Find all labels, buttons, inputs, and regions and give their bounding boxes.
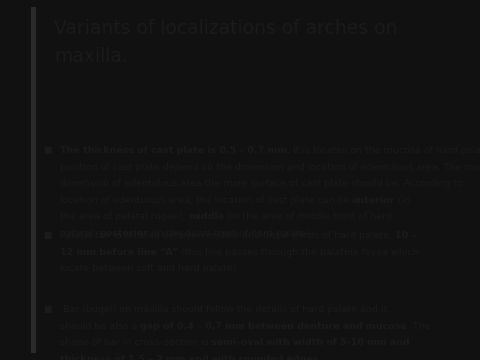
Text: location of edentulous area, the location of cast plate can be: location of edentulous area, the locatio… bbox=[60, 196, 352, 205]
Text: 10 –: 10 – bbox=[395, 231, 416, 240]
Text: palate),: palate), bbox=[60, 229, 99, 238]
Text: (this line passes through the palatine fovea which: (this line passes through the palatine f… bbox=[178, 248, 419, 257]
Text: The thickness of cast plate is 0,5 – 0,7 mm.: The thickness of cast plate is 0,5 – 0,7… bbox=[60, 146, 290, 155]
Text: semi–oval with width of 5-10 mm and: semi–oval with width of 5-10 mm and bbox=[211, 338, 410, 347]
Text: Variants of localizations of arches on: Variants of localizations of arches on bbox=[54, 19, 397, 38]
Text: ■: ■ bbox=[43, 231, 51, 240]
Text: (in the area of middle third of hard: (in the area of middle third of hard bbox=[224, 212, 392, 221]
Text: gap of 0,4 – 0,7 mm between denture and mucosa: gap of 0,4 – 0,7 mm between denture and … bbox=[140, 322, 407, 331]
Text: the area of palatal rugae),: the area of palatal rugae), bbox=[60, 212, 188, 221]
Text: ■: ■ bbox=[43, 146, 51, 155]
Text: It is locates on the mucosa of hard palate. The dimension and: It is locates on the mucosa of hard pala… bbox=[290, 146, 480, 155]
Text: . The: . The bbox=[407, 322, 430, 331]
Text: position of cast plate depend on the dimension and location of edentulous area. : position of cast plate depend on the dim… bbox=[60, 163, 480, 172]
Text: locate between soft and hard palate).: locate between soft and hard palate). bbox=[60, 264, 239, 273]
Text: 12 mm before line “A”: 12 mm before line “A” bbox=[60, 248, 178, 257]
Text: (in: (in bbox=[396, 196, 411, 205]
Text: Bar (bugel) on maxilla should follow the details of hard palate and it: Bar (bugel) on maxilla should follow the… bbox=[60, 305, 387, 314]
Text: posterior: posterior bbox=[99, 229, 148, 238]
Text: ■: ■ bbox=[43, 305, 51, 314]
Bar bbox=[31, 7, 36, 353]
Text: Palatal bar is located between middle and distal thirds of hard palate,: Palatal bar is located between middle an… bbox=[60, 231, 395, 240]
Text: should be also a: should be also a bbox=[60, 322, 140, 331]
Text: anterior: anterior bbox=[352, 196, 396, 205]
Text: shape of bar in cross–section is: shape of bar in cross–section is bbox=[60, 338, 211, 347]
Text: .: . bbox=[318, 355, 321, 360]
Text: dimension of edentulous area the more surface of cast plate should be. According: dimension of edentulous area the more su… bbox=[60, 179, 463, 188]
Text: thickness of 1,5 – 2 mm and with rounded edges: thickness of 1,5 – 2 mm and with rounded… bbox=[60, 355, 318, 360]
Text: middle: middle bbox=[188, 212, 224, 221]
Text: (in the distal third of hard palate).: (in the distal third of hard palate). bbox=[148, 229, 313, 238]
Text: maxilla.: maxilla. bbox=[54, 47, 128, 66]
